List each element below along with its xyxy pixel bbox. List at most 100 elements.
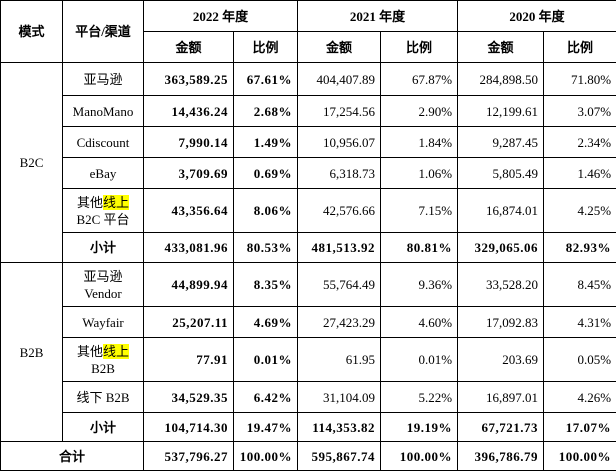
value-cell: 5,805.49 <box>458 158 544 189</box>
platform-text: B2B <box>91 361 115 376</box>
value-cell: 55,764.49 <box>298 263 381 307</box>
value-cell: 27,423.29 <box>298 307 381 338</box>
value-cell: 4.31% <box>544 307 616 338</box>
value-cell: 104,714.30 <box>144 413 234 442</box>
value-cell: 396,786.79 <box>458 442 544 471</box>
value-cell: 25,207.11 <box>144 307 234 338</box>
value-cell: 433,081.96 <box>144 233 234 263</box>
platform-text: 其他 <box>77 195 103 210</box>
platform-text: B2C 平台 <box>76 212 129 227</box>
platform-line: 其他线上 <box>68 194 138 211</box>
value-cell: 0.05% <box>544 338 616 382</box>
value-cell: 67.61% <box>234 63 298 96</box>
value-cell: 3,709.69 <box>144 158 234 189</box>
value-cell: 8.35% <box>234 263 298 307</box>
platform-line: 亚马逊 <box>68 268 138 285</box>
header-cell: 2020 年度 <box>458 1 616 32</box>
value-cell: 595,867.74 <box>298 442 381 471</box>
value-cell: 12,199.61 <box>458 96 544 127</box>
platform-text: Wayfair <box>82 315 124 330</box>
header-cell: 模式 <box>1 1 63 63</box>
header-cell: 2021 年度 <box>298 1 458 32</box>
platform-line: eBay <box>68 165 138 182</box>
platform-cell: 亚马逊 <box>63 63 144 96</box>
value-cell: 100.00% <box>234 442 298 471</box>
value-cell: 34,529.35 <box>144 382 234 413</box>
highlighted-text: 线上 <box>103 195 129 210</box>
value-cell: 114,353.82 <box>298 413 381 442</box>
value-cell: 19.19% <box>381 413 458 442</box>
platform-cell: 线下 B2B <box>63 382 144 413</box>
value-cell: 6,318.73 <box>298 158 381 189</box>
header-cell: 比例 <box>234 32 298 63</box>
platform-cell: ManoMano <box>63 96 144 127</box>
value-cell: 19.47% <box>234 413 298 442</box>
platform-text: 亚马逊 <box>83 269 122 284</box>
platform-line: 亚马逊 <box>68 71 138 88</box>
value-cell: 17.07% <box>544 413 616 442</box>
platform-line: ManoMano <box>68 103 138 120</box>
value-cell: 67.87% <box>381 63 458 96</box>
platform-text: 小计 <box>90 420 116 435</box>
value-cell: 284,898.50 <box>458 63 544 96</box>
platform-cell: 小计 <box>63 413 144 442</box>
value-cell: 67,721.73 <box>458 413 544 442</box>
value-cell: 4.26% <box>544 382 616 413</box>
platform-line: B2B <box>68 360 138 377</box>
value-cell: 16,874.01 <box>458 189 544 233</box>
value-cell: 1.84% <box>381 127 458 158</box>
value-cell: 0.01% <box>381 338 458 382</box>
value-cell: 2.34% <box>544 127 616 158</box>
value-cell: 2.90% <box>381 96 458 127</box>
platform-text: ManoMano <box>73 104 134 119</box>
platform-line: Vendor <box>68 285 138 302</box>
value-cell: 3.07% <box>544 96 616 127</box>
platform-cell: 小计 <box>63 233 144 263</box>
value-cell: 17,092.83 <box>458 307 544 338</box>
value-cell: 6.42% <box>234 382 298 413</box>
value-cell: 14,436.24 <box>144 96 234 127</box>
value-cell: 44,899.94 <box>144 263 234 307</box>
header-cell: 金额 <box>458 32 544 63</box>
platform-line: Cdiscount <box>68 134 138 151</box>
value-cell: 5.22% <box>381 382 458 413</box>
value-cell: 0.01% <box>234 338 298 382</box>
platform-cell: eBay <box>63 158 144 189</box>
platform-line: Wayfair <box>68 314 138 331</box>
header-cell: 金额 <box>298 32 381 63</box>
value-cell: 100.00% <box>381 442 458 471</box>
value-cell: 329,065.06 <box>458 233 544 263</box>
header-cell: 金额 <box>144 32 234 63</box>
value-cell: 9.36% <box>381 263 458 307</box>
platform-cell: Cdiscount <box>63 127 144 158</box>
value-cell: 80.53% <box>234 233 298 263</box>
value-cell: 1.06% <box>381 158 458 189</box>
platform-text: 其他 <box>77 344 103 359</box>
value-cell: 42,576.66 <box>298 189 381 233</box>
platform-text: eBay <box>90 166 117 181</box>
platform-line: B2C 平台 <box>68 211 138 228</box>
value-cell: 82.93% <box>544 233 616 263</box>
platform-line: 线下 B2B <box>68 389 138 406</box>
value-cell: 363,589.25 <box>144 63 234 96</box>
platform-text: Cdiscount <box>77 135 130 150</box>
header-cell: 2022 年度 <box>144 1 298 32</box>
value-cell: 203.69 <box>458 338 544 382</box>
value-cell: 1.46% <box>544 158 616 189</box>
value-cell: 33,528.20 <box>458 263 544 307</box>
platform-text: 亚马逊 <box>83 72 122 87</box>
value-cell: 537,796.27 <box>144 442 234 471</box>
